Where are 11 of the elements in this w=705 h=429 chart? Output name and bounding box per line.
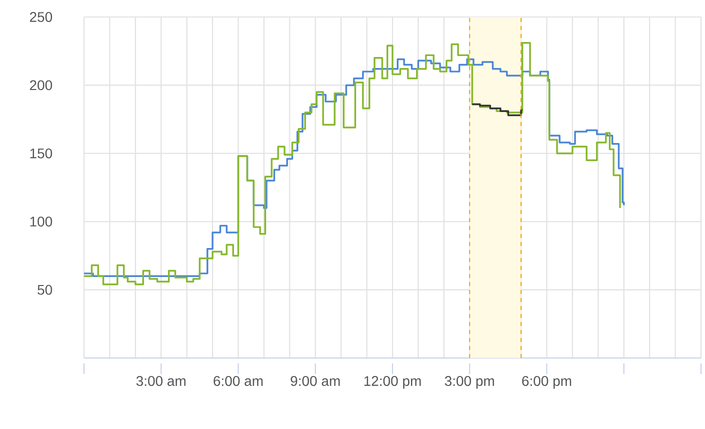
x-tick-label: 3:00 pm bbox=[444, 376, 494, 389]
x-tick-label: 12:00 pm bbox=[364, 376, 421, 389]
y-tick-label: 150 bbox=[30, 148, 52, 158]
x-tick-label: 9:00 am bbox=[290, 376, 340, 386]
x-tick-label: 6:00 am bbox=[214, 376, 263, 386]
x-tick-label: 3:00 am bbox=[136, 376, 186, 386]
y-tick-label: 250 bbox=[30, 12, 52, 22]
y-tick-label: 100 bbox=[30, 216, 52, 227]
y-tick-label: 50 bbox=[38, 284, 52, 295]
y-tick-label: 200 bbox=[30, 80, 52, 90]
x-tick-label: 6:00 pm bbox=[522, 376, 572, 389]
